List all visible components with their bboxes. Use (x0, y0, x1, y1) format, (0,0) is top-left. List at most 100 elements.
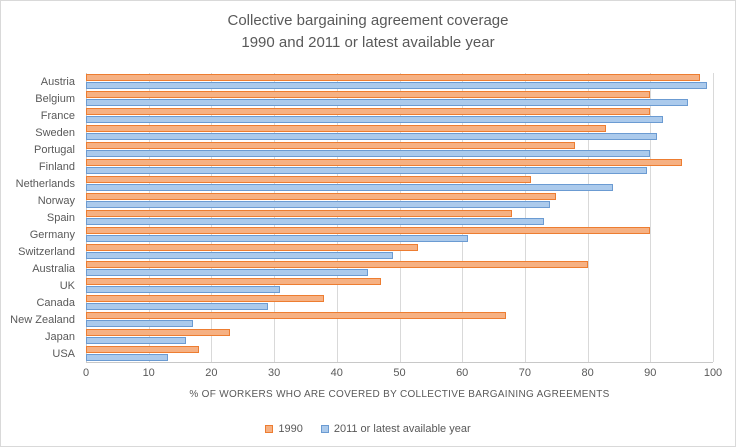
bar-group-australia (86, 260, 713, 277)
category-label-norway: Norway (37, 194, 75, 207)
bar-germany-1990 (86, 227, 651, 234)
bar-austria-1990 (86, 74, 701, 81)
gridline-50 (399, 73, 401, 362)
gridline-60 (462, 73, 464, 362)
category-label-new-zealand: New Zealand (10, 313, 75, 326)
bar-uk-1990 (86, 278, 381, 285)
category-label-netherlands: Netherlands (15, 177, 75, 190)
bar-netherlands-2011 (86, 184, 613, 191)
chart-title-line1: Collective bargaining agreement coverage (227, 12, 509, 29)
bar-japan-1990 (86, 329, 231, 336)
x-tick-label-30: 30 (267, 367, 281, 379)
bar-canada-2011 (86, 303, 268, 310)
gridline-80 (587, 73, 589, 362)
category-label-france: France (40, 109, 75, 122)
bar-rows (86, 73, 713, 362)
bar-belgium-2011 (86, 99, 688, 106)
category-label-uk: UK (59, 279, 75, 292)
bar-group-netherlands (86, 175, 713, 192)
x-tick-label-0: 0 (82, 367, 90, 379)
bar-group-new-zealand (86, 311, 713, 328)
legend-swatch-2011 (320, 425, 329, 433)
plot-area (86, 73, 714, 363)
category-label-portugal: Portugal (34, 143, 75, 156)
x-axis-ticks: 0 10 20 30 40 50 60 70 80 90 100 (82, 367, 722, 380)
bar-sweden-1990 (86, 125, 607, 132)
bar-group-austria (86, 73, 713, 90)
x-tick-label-70: 70 (518, 367, 532, 379)
x-tick-label-10: 10 (142, 367, 155, 379)
bar-group-finland (86, 158, 713, 175)
bar-sweden-2011 (86, 133, 657, 140)
category-label-belgium: Belgium (35, 92, 75, 105)
x-tick-label-100: 100 (703, 367, 723, 379)
bar-austria-2011 (86, 82, 707, 89)
gridline-90 (650, 73, 652, 362)
gridline-20 (211, 73, 213, 362)
bar-portugal-2011 (86, 150, 651, 157)
bar-france-2011 (86, 116, 663, 123)
x-tick-label-20: 20 (205, 367, 218, 379)
x-tick-label-40: 40 (330, 367, 343, 379)
bar-norway-2011 (86, 201, 550, 208)
category-label-japan: Japan (45, 330, 75, 343)
bar-group-japan (86, 328, 713, 345)
legend-item-2011: 2011 or latest available year (320, 423, 471, 435)
bar-group-norway (86, 192, 713, 209)
bar-group-canada (86, 294, 713, 311)
chart-title: Collective bargaining agreement coverage… (1, 10, 735, 54)
bar-group-portugal (86, 141, 713, 158)
gridline-10 (148, 73, 150, 362)
bar-usa-2011 (86, 354, 168, 361)
bar-belgium-1990 (86, 91, 651, 98)
legend-label-2011: 2011 or latest available year (333, 423, 471, 435)
gridline-100 (713, 73, 714, 362)
bar-group-usa (86, 345, 713, 362)
category-axis-line (86, 362, 713, 363)
bar-group-belgium (86, 90, 713, 107)
x-axis-title: % OF WORKERS WHO ARE COVERED BY COLLECTI… (189, 389, 610, 400)
category-label-usa: USA (52, 347, 75, 360)
category-label-spain: Spain (46, 211, 75, 224)
bar-spain-2011 (86, 218, 544, 225)
bar-finland-2011 (86, 167, 648, 174)
legend: 1990 2011 or latest available year (1, 421, 735, 437)
bar-france-1990 (86, 108, 651, 115)
category-axis: Austria Belgium France Sweden Portugal Finlan… (1, 73, 81, 362)
bar-netherlands-1990 (86, 176, 532, 183)
category-label-germany: Germany (29, 228, 75, 241)
value-axis-zero-line (86, 73, 87, 362)
legend-label-1990: 1990 (278, 423, 303, 435)
bar-uk-2011 (86, 286, 281, 293)
bar-norway-1990 (86, 193, 557, 200)
bar-group-sweden (86, 124, 713, 141)
bar-switzerland-1990 (86, 244, 419, 251)
category-label-austria: Austria (40, 75, 75, 88)
bar-switzerland-2011 (86, 252, 394, 259)
x-tick-label-50: 50 (393, 367, 406, 379)
bar-new-zealand-2011 (86, 320, 193, 327)
bar-australia-2011 (86, 269, 369, 276)
bar-group-spain (86, 209, 713, 226)
gridline-70 (524, 73, 526, 362)
chart-title-line2: 1990 and 2011 or latest available year (241, 34, 495, 51)
bar-group-uk (86, 277, 713, 294)
bar-group-switzerland (86, 243, 713, 260)
category-label-sweden: Sweden (35, 126, 75, 139)
x-tick-label-90: 90 (644, 367, 657, 379)
bar-group-france (86, 107, 713, 124)
category-label-australia: Australia (32, 262, 75, 275)
x-tick-label-80: 80 (581, 367, 594, 379)
legend-swatch-1990 (265, 425, 274, 433)
bar-germany-2011 (86, 235, 469, 242)
gridline-30 (274, 73, 276, 362)
bar-portugal-1990 (86, 142, 576, 149)
category-label-finland: Finland (38, 160, 75, 173)
bar-usa-1990 (86, 346, 199, 353)
x-tick-label-60: 60 (456, 367, 469, 379)
bar-finland-1990 (86, 159, 682, 166)
gridline-40 (336, 73, 338, 362)
bar-canada-1990 (86, 295, 325, 302)
bar-japan-2011 (86, 337, 187, 344)
